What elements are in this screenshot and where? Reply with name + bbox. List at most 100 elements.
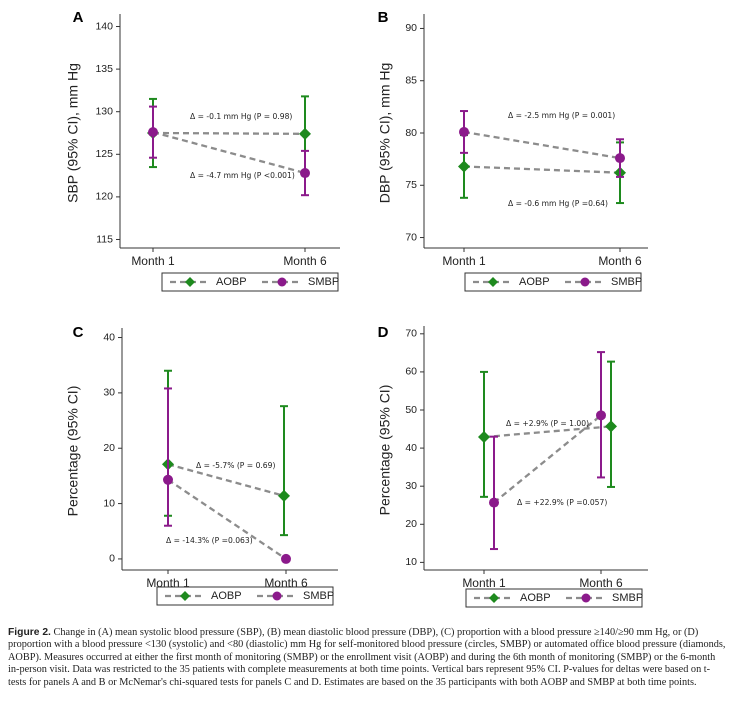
panel-letter: C — [73, 324, 84, 341]
series-smbp — [163, 387, 291, 564]
x-tick-label: Month 6 — [283, 254, 327, 268]
data-point-circle — [281, 553, 291, 564]
y-axis-label: SBP (95% CI), mm Hg — [65, 63, 81, 203]
legend-marker-diamond — [488, 277, 498, 287]
data-point-diamond — [299, 127, 311, 140]
series-smbp — [459, 110, 625, 178]
data-point-circle — [596, 410, 606, 421]
legend-label: AOBP — [520, 592, 551, 604]
data-point-circle — [459, 126, 469, 137]
series-aobp — [458, 134, 626, 205]
data-point-diamond — [458, 160, 470, 173]
caption-label: Figure 2. — [8, 627, 51, 638]
y-tick-label: 30 — [103, 387, 115, 399]
y-tick-label: 75 — [405, 179, 417, 191]
legend-label: AOBP — [216, 276, 247, 288]
legend-label: SMBP — [303, 590, 334, 602]
panel-letter: B — [378, 9, 389, 26]
y-tick-label: 125 — [95, 148, 113, 160]
y-tick-label: 40 — [103, 331, 115, 343]
y-tick-label: 80 — [405, 127, 417, 139]
series-aobp — [162, 369, 290, 537]
data-point-circle — [489, 497, 499, 508]
y-tick-label: 50 — [405, 404, 417, 416]
legend-label: AOBP — [519, 276, 550, 288]
panel-a: A 115 120 125 130 135 140 SBP (95% CI), mm Hg Mo… — [65, 9, 340, 292]
y-tick-label: 20 — [405, 518, 417, 530]
y-tick-label: 90 — [405, 22, 417, 34]
legend-marker-circle — [277, 277, 287, 287]
legend-box — [464, 272, 642, 292]
data-point-circle — [163, 474, 173, 485]
series-connector-aobp — [483, 425, 612, 439]
x-tick-label: Month 1 — [131, 254, 175, 268]
delta-annotation: Δ = -4.7 mm Hg (P <0.001) — [190, 171, 295, 180]
data-point-circle — [615, 153, 625, 164]
x-tick-label: Month 1 — [442, 254, 486, 268]
legend-marker-diamond — [489, 593, 499, 603]
figure: A 115 120 125 130 135 140 SBP (95% CI), mm Hg Mo… — [65, 9, 648, 608]
y-tick-label: 140 — [95, 20, 113, 32]
legend-box — [161, 272, 339, 292]
series-smbp — [489, 351, 606, 551]
y-tick-label: 135 — [95, 63, 113, 75]
panel-d: D 10 20 30 40 50 60 70 Percentage (95% CI) Month … — [377, 324, 648, 608]
series-connector-smbp — [152, 131, 306, 175]
legend-marker-circle — [581, 593, 591, 603]
series-connector-smbp — [493, 414, 602, 504]
data-point-diamond — [478, 431, 490, 444]
delta-annotation: Δ = -0.6 mm Hg (P =0.64) — [508, 199, 608, 208]
y-axis-label: Percentage (95% CI) — [377, 385, 393, 516]
y-tick-label: 115 — [96, 233, 113, 245]
legend-box — [465, 588, 643, 608]
data-point-circle — [148, 127, 158, 138]
series-smbp — [148, 105, 310, 197]
legend-box — [156, 586, 334, 606]
legend: AOBP SMBP — [465, 588, 643, 608]
panel-letter: A — [73, 9, 84, 26]
legend-marker-diamond — [185, 277, 195, 287]
legend: AOBP SMBP — [161, 272, 339, 292]
y-tick-label: 10 — [103, 497, 115, 509]
delta-annotation: Δ = -14.3% (P =0.063) — [166, 536, 253, 545]
delta-annotation: Δ = -0.1 mm Hg (P = 0.98) — [190, 112, 292, 121]
y-tick-label: 0 — [109, 553, 115, 565]
y-tick-label: 70 — [405, 328, 417, 340]
y-tick-label: 30 — [405, 480, 417, 492]
delta-annotation: Δ = +22.9% (P =0.057) — [517, 498, 607, 507]
y-tick-label: 85 — [405, 75, 417, 87]
data-point-diamond — [605, 420, 617, 433]
legend-marker-circle — [580, 277, 590, 287]
delta-annotation: Δ = -5.7% (P = 0.69) — [196, 461, 275, 470]
x-tick-label: Month 1 — [462, 576, 506, 590]
y-tick-label: 40 — [405, 442, 417, 454]
data-point-diamond — [278, 489, 290, 502]
y-tick-label: 60 — [405, 366, 417, 378]
data-point-circle — [300, 168, 310, 179]
series-connector-aobp — [463, 165, 621, 174]
legend-label: SMBP — [308, 276, 339, 288]
y-axis-label: Percentage (95% CI) — [65, 386, 81, 517]
y-tick-label: 130 — [95, 105, 113, 117]
x-tick-label: Month 6 — [598, 254, 642, 268]
legend-label: AOBP — [211, 590, 242, 602]
panel-b: B 70 75 80 85 90 DBP (95% CI), mm Hg Month 1 Mon… — [377, 9, 648, 292]
legend-label: SMBP — [612, 592, 643, 604]
y-tick-label: 70 — [405, 231, 417, 243]
series-aobp — [478, 360, 617, 498]
caption-text: Change in (A) mean systolic blood pressu… — [8, 627, 726, 688]
series-connector-aobp — [167, 463, 285, 497]
series-connector-smbp — [463, 130, 621, 160]
legend-marker-diamond — [180, 591, 190, 601]
y-tick-label: 20 — [103, 442, 115, 454]
legend-label: SMBP — [611, 276, 642, 288]
series-aobp — [147, 95, 311, 173]
delta-annotation: Δ = -2.5 mm Hg (P = 0.001) — [508, 111, 615, 120]
delta-annotation: Δ = +2.9% (P = 1.00) — [506, 419, 589, 428]
y-axis-label: DBP (95% CI), mm Hg — [377, 63, 393, 204]
x-tick-label: Month 6 — [579, 576, 623, 590]
panel-letter: D — [378, 324, 389, 341]
legend: AOBP SMBP — [464, 272, 642, 292]
legend-marker-circle — [272, 591, 282, 601]
